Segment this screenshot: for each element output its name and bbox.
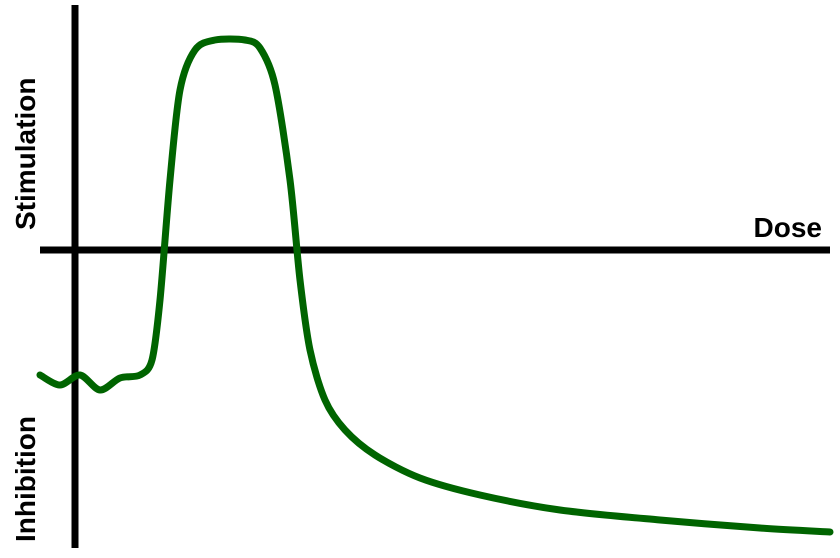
y-axis-label-lower: Inhibition — [10, 416, 42, 542]
dose-response-curve — [40, 39, 830, 532]
y-axis-label-upper: Stimulation — [10, 78, 42, 230]
x-axis-label: Dose — [754, 212, 822, 244]
dose-response-chart: Dose Stimulation Inhibition — [0, 0, 840, 553]
chart-svg — [0, 0, 840, 553]
